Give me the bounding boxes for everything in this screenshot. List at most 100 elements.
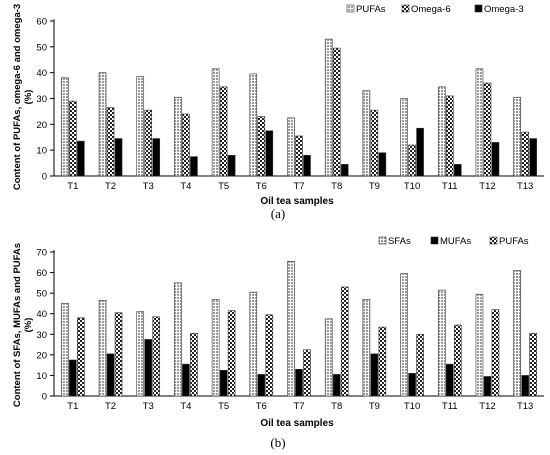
bar-b-sfas-t5 — [211, 299, 220, 397]
y-axis-label-line-1-a: Content of PUFAs, omega-6 and omega-3 — [12, 4, 23, 190]
bar-a-pufas-t11 — [437, 86, 446, 177]
bar-a-pufas-t4 — [174, 96, 182, 177]
y-axis-label-line-1-b: Content of SFAs, MUFAs and PUFAs — [12, 243, 23, 407]
bar-b-mufas-t2 — [106, 353, 115, 397]
bar-a-omega-3-t1 — [77, 140, 85, 177]
x-tick-label-a: T11 — [442, 181, 458, 192]
bar-a-pufas-t7 — [287, 117, 295, 177]
bar-b-mufas-t7 — [295, 368, 303, 397]
bar-b-pufas-t12 — [491, 309, 500, 397]
x-tick-label-b: T3 — [143, 401, 154, 412]
bar-b-pufas-t3 — [152, 316, 161, 397]
bar-b-sfas-t8 — [324, 318, 333, 397]
x-axis-label-b: Oil tea samples — [260, 418, 334, 429]
bar-a-pufas-t5 — [211, 68, 220, 177]
bar-b-sfas-t4 — [174, 282, 182, 397]
legend-swatch-a — [401, 4, 410, 13]
y-tick-label-a: 60 — [36, 17, 47, 28]
bar-b-sfas-t10 — [400, 273, 408, 397]
legend-swatch-a — [346, 4, 355, 13]
bar-a-omega-6-t2 — [106, 107, 115, 177]
x-tick-label-b: T5 — [218, 401, 229, 412]
bar-a-omega-6-t6 — [257, 116, 266, 177]
legend-swatch-a — [474, 4, 483, 13]
x-axis-label-a: Oil tea samples — [260, 196, 334, 207]
bar-b-pufas-t4 — [190, 332, 198, 397]
bar-a-omega-6-t7 — [295, 135, 303, 177]
x-tick-label-a: T7 — [293, 181, 304, 192]
x-tick-label-b: T9 — [369, 401, 380, 412]
bar-b-sfas-t3 — [136, 311, 145, 397]
y-tick-label-b: 10 — [36, 371, 47, 382]
bar-a-pufas-t6 — [249, 73, 258, 177]
x-tick-label-b: T2 — [105, 401, 116, 412]
bar-a-pufas-t2 — [98, 72, 107, 177]
bar-b-pufas-t11 — [453, 324, 462, 397]
bar-b-pufas-t9 — [378, 326, 387, 397]
bar-a-omega-6-t1 — [69, 100, 77, 177]
chart-panel-b: 0 10 20 30 40 50 60 70 T1 T2 T3 T4 T5 T6 T7 T8 T9 T10 T11 T… — [12, 236, 544, 450]
x-tick-label-a: T13 — [517, 181, 533, 192]
y-axis-label-line-2-b: (%) — [23, 318, 34, 333]
bar-a-omega-6-t12 — [483, 82, 492, 177]
y-tick-label-b: 70 — [36, 248, 47, 259]
x-tick-label-b: T4 — [180, 401, 191, 412]
bar-a-omega-6-t9 — [370, 109, 379, 177]
bar-b-pufas-t1 — [77, 317, 85, 397]
legend-label-a: Omega-6 — [411, 4, 451, 15]
legend-label-b: MUFAs — [440, 236, 471, 247]
bar-a-pufas-t10 — [400, 98, 408, 177]
x-tick-label-a: T12 — [479, 181, 495, 192]
y-tick-label-b: 60 — [36, 268, 47, 279]
x-tick-label-b: T12 — [479, 401, 495, 412]
y-tick-label-b: 50 — [36, 289, 47, 300]
bar-a-omega-6-t13 — [521, 131, 529, 177]
bar-b-sfas-t2 — [98, 300, 107, 397]
bar-b-mufas-t11 — [445, 363, 454, 397]
bar-a-omega-6-t11 — [445, 95, 454, 177]
bar-a-omega-3-t6 — [265, 130, 274, 177]
x-tick-label-a: T3 — [143, 181, 154, 192]
bar-b-pufas-t5 — [227, 310, 236, 397]
x-tick-label-a: T5 — [218, 181, 229, 192]
bar-b-pufas-t10 — [416, 333, 424, 397]
bar-a-pufas-t12 — [475, 68, 484, 177]
bar-b-pufas-t2 — [114, 312, 123, 397]
bar-b-mufas-t4 — [182, 363, 190, 397]
y-axis-label-a: Content of PUFAs, omega-6 and omega-3(%) — [12, 4, 34, 190]
bar-a-omega-3-t3 — [152, 138, 161, 177]
bar-a-omega-3-t2 — [114, 138, 123, 177]
bar-a-omega-3-t9 — [378, 152, 387, 177]
bar-a-omega-3-t11 — [453, 164, 462, 177]
bar-b-sfas-t7 — [287, 260, 295, 397]
bar-b-pufas-t13 — [529, 332, 537, 397]
y-tick-label-b: 40 — [36, 309, 47, 320]
y-tick-label-a: 20 — [36, 120, 47, 131]
chart-panel-a: 0 10 20 30 40 50 60 T1 T2 T3 T4 T5 T6 T7 T8 T9 T10 T11 T12… — [12, 4, 544, 221]
bar-b-mufas-t6 — [257, 374, 266, 397]
bar-b-sfas-t1 — [61, 303, 69, 397]
x-tick-label-b: T10 — [404, 401, 420, 412]
x-tick-label-a: T9 — [369, 181, 380, 192]
bar-b-sfas-t13 — [513, 270, 521, 397]
bar-b-mufas-t9 — [370, 353, 379, 397]
bar-b-sfas-t12 — [475, 293, 484, 397]
bar-a-pufas-t8 — [324, 38, 333, 177]
x-tick-label-b: T13 — [517, 401, 533, 412]
bar-a-omega-3-t13 — [529, 138, 537, 177]
bar-b-mufas-t5 — [219, 369, 228, 397]
bar-a-omega-6-t4 — [182, 113, 190, 177]
bar-a-omega-3-t12 — [491, 142, 500, 177]
bar-a-pufas-t9 — [362, 90, 371, 177]
legend-label-b: SFAs — [388, 236, 411, 247]
x-tick-label-a: T2 — [105, 181, 116, 192]
bar-b-mufas-t13 — [521, 375, 529, 397]
bar-b-pufas-t6 — [265, 314, 274, 397]
y-axis-label-b: Content of SFAs, MUFAs and PUFAs(%) — [12, 243, 34, 407]
bar-b-sfas-t9 — [362, 299, 371, 397]
y-tick-label-a: 50 — [36, 42, 47, 53]
bar-b-mufas-t8 — [332, 374, 341, 397]
x-tick-label-a: T4 — [180, 181, 191, 192]
y-tick-label-a: 30 — [36, 94, 47, 105]
